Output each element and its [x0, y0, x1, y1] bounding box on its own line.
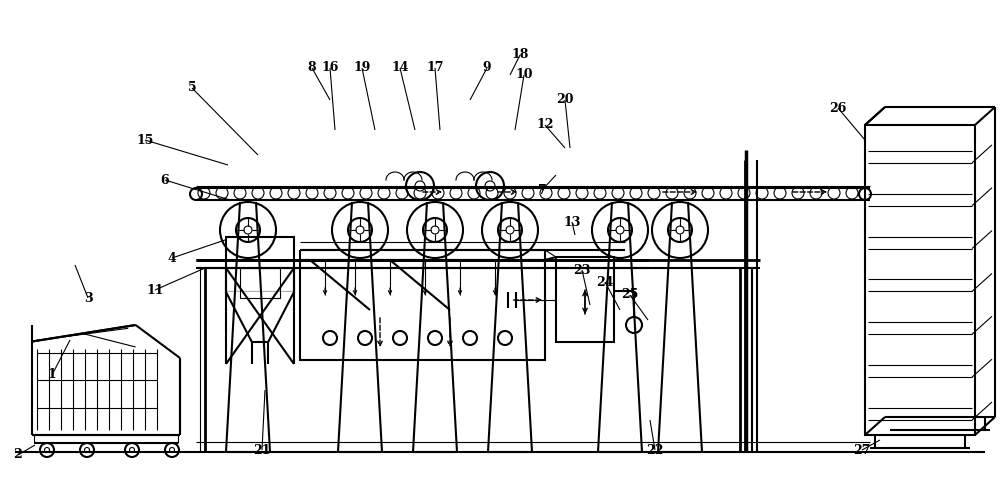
Text: 27: 27 [853, 443, 871, 457]
Text: 4: 4 [168, 251, 176, 265]
Text: 16: 16 [321, 62, 339, 74]
Text: 25: 25 [621, 289, 639, 301]
Text: 19: 19 [353, 62, 371, 74]
Text: 9: 9 [483, 62, 491, 74]
Text: 24: 24 [596, 275, 614, 289]
Bar [226, 237, 294, 292]
Bar [300, 260, 545, 360]
Text: 1: 1 [48, 368, 56, 382]
Text: 20: 20 [556, 94, 574, 106]
Text: 8: 8 [308, 62, 316, 74]
Text: 5: 5 [188, 81, 196, 95]
Text: 18: 18 [511, 49, 529, 62]
Text: 23: 23 [573, 264, 591, 276]
Text: 10: 10 [515, 69, 533, 81]
Text: 6: 6 [161, 173, 169, 187]
Text: 11: 11 [146, 284, 164, 296]
Text: 7: 7 [538, 183, 546, 196]
Text: 21: 21 [253, 443, 271, 457]
Text: 12: 12 [536, 119, 554, 131]
Text: 26: 26 [829, 101, 847, 115]
Bar [556, 257, 614, 342]
Bar [865, 125, 975, 435]
Text: 22: 22 [646, 443, 664, 457]
Text: 14: 14 [391, 62, 409, 74]
Text: 17: 17 [426, 62, 444, 74]
Text: 2: 2 [14, 448, 22, 462]
Text: 3: 3 [84, 292, 92, 304]
Polygon shape [226, 292, 294, 342]
Bar [240, 268, 280, 298]
Text: 15: 15 [136, 133, 154, 147]
Text: 13: 13 [563, 216, 581, 228]
